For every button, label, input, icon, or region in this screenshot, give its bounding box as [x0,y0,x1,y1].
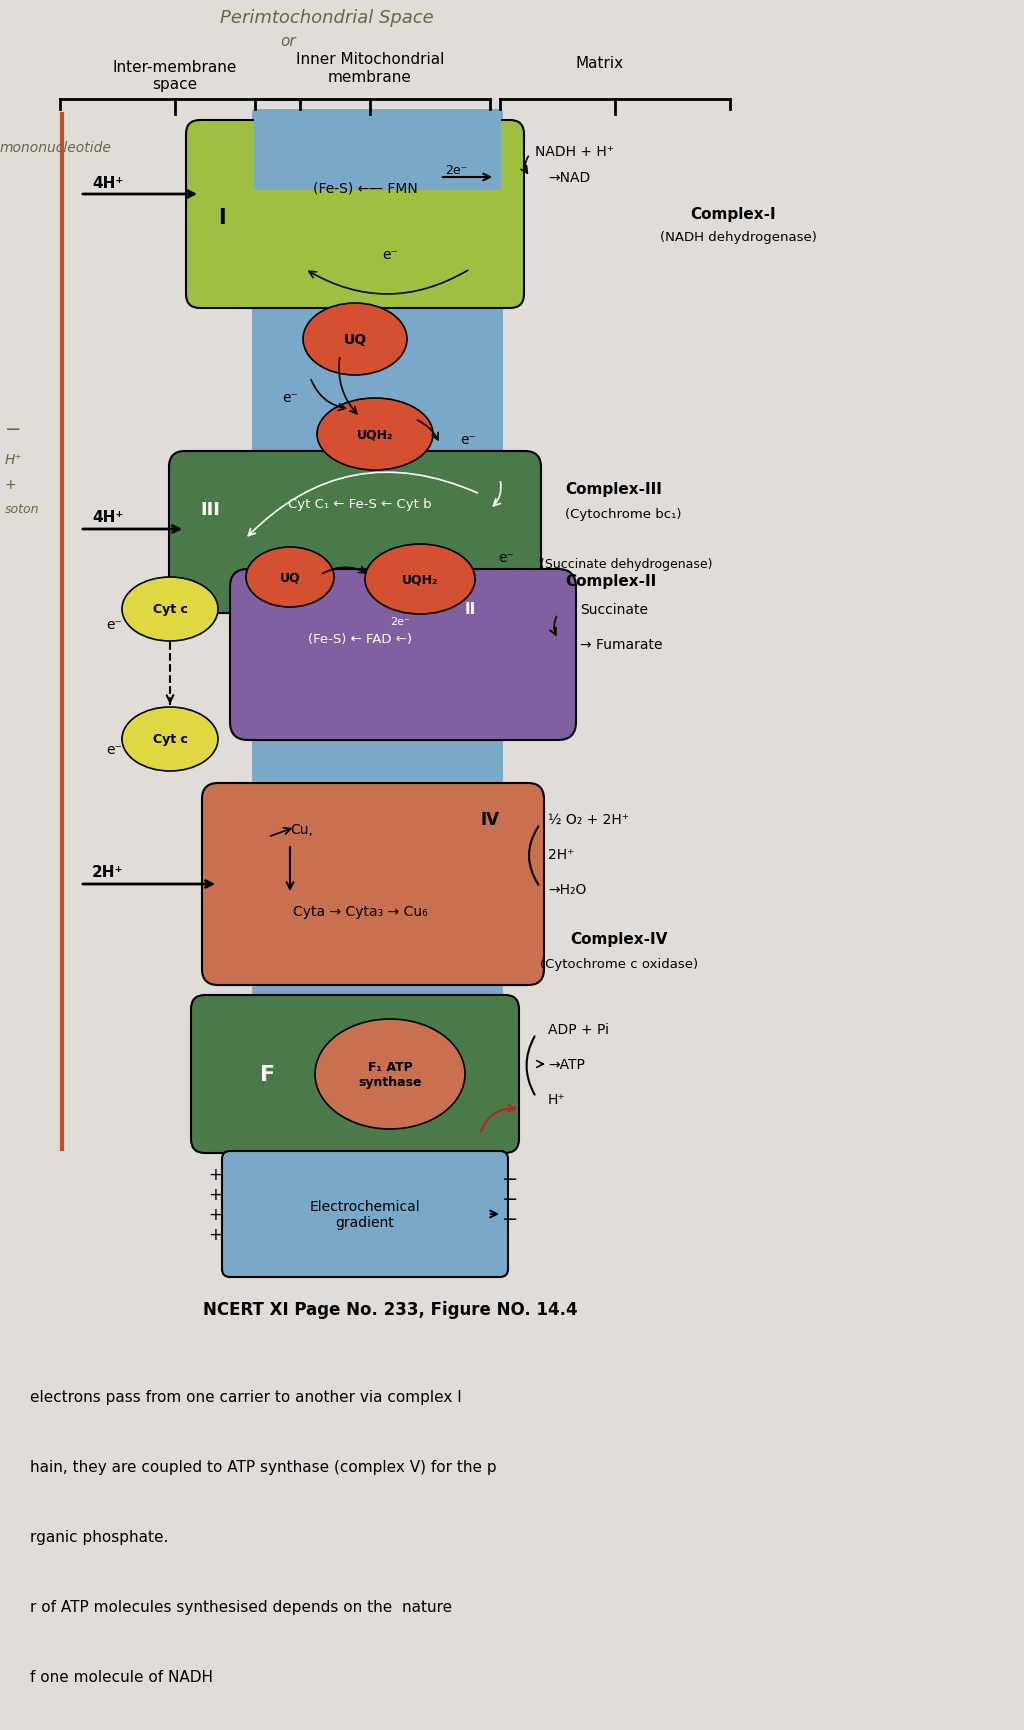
Text: →H₂O: →H₂O [548,882,587,896]
FancyBboxPatch shape [230,569,575,740]
Text: Cu,: Cu, [290,822,313,837]
Text: NCERT XI Page No. 233, Figure NO. 14.4: NCERT XI Page No. 233, Figure NO. 14.4 [203,1301,578,1318]
Text: Cyt c: Cyt c [153,604,187,616]
Ellipse shape [246,548,334,607]
Text: +: + [208,1225,222,1244]
Text: e⁻: e⁻ [106,618,122,631]
Text: UQ: UQ [343,332,367,346]
FancyBboxPatch shape [222,1152,508,1277]
Text: −: − [502,1190,518,1209]
Text: e⁻: e⁻ [382,247,398,261]
Text: (Cytochrome c oxidase): (Cytochrome c oxidase) [540,958,698,971]
Text: I: I [218,208,226,228]
Text: (Fe-S) ←— FMN: (Fe-S) ←— FMN [312,182,418,195]
Text: H⁺: H⁺ [5,453,23,467]
Text: 2H⁺: 2H⁺ [548,848,574,862]
Text: UQH₂: UQH₂ [356,429,393,441]
Text: ½ O₂ + 2H⁺: ½ O₂ + 2H⁺ [548,813,629,827]
FancyBboxPatch shape [191,995,519,1154]
Text: F₁ ATP
synthase: F₁ ATP synthase [358,1060,422,1088]
Text: +: + [208,1185,222,1204]
Text: rganic phosphate.: rganic phosphate. [30,1529,168,1545]
Ellipse shape [122,578,218,642]
Text: III: III [200,500,220,519]
Text: Electrochemical
gradient: Electrochemical gradient [309,1199,420,1230]
Text: (Fe-S) ← FAD ←): (Fe-S) ← FAD ←) [308,633,412,645]
Text: −: − [5,420,22,439]
Text: 4H⁺: 4H⁺ [92,510,123,526]
Text: Perimtochondrial Space: Perimtochondrial Space [220,9,434,28]
Text: F: F [260,1064,275,1085]
Text: Inner Mitochondrial: Inner Mitochondrial [296,52,444,67]
Text: space: space [153,78,198,92]
Ellipse shape [365,545,475,614]
Text: f one molecule of NADH: f one molecule of NADH [30,1669,213,1683]
Text: e⁻: e⁻ [106,742,122,756]
Text: hain, they are coupled to ATP synthase (complex V) for the p: hain, they are coupled to ATP synthase (… [30,1458,497,1474]
Text: electrons pass from one carrier to another via complex I: electrons pass from one carrier to anoth… [30,1389,462,1405]
Text: 2H⁺: 2H⁺ [92,865,124,881]
Text: +: + [208,1166,222,1183]
Text: 4H⁺: 4H⁺ [92,175,123,190]
FancyBboxPatch shape [254,111,501,190]
Text: 2e⁻: 2e⁻ [390,616,410,626]
Text: UQH₂: UQH₂ [401,573,438,586]
Text: Cyta → Cyta₃ → Cu₆: Cyta → Cyta₃ → Cu₆ [293,905,427,919]
Text: →NAD: →NAD [548,171,590,185]
FancyBboxPatch shape [202,784,544,986]
Text: H⁺: H⁺ [548,1092,565,1107]
Text: −: − [502,1169,518,1189]
Text: +: + [208,1206,222,1223]
Text: Inter-membrane: Inter-membrane [113,61,238,76]
Text: NADH + H⁺: NADH + H⁺ [535,145,614,159]
Text: Complex-IV: Complex-IV [570,932,668,946]
Text: soton: soton [5,503,40,516]
Text: e⁻: e⁻ [498,550,514,564]
Ellipse shape [122,708,218,772]
Text: ADP + Pi: ADP + Pi [548,1022,609,1036]
Text: Cyt C₁ ← Fe-S ← Cyt b: Cyt C₁ ← Fe-S ← Cyt b [288,498,432,510]
Text: →ATP: →ATP [548,1057,585,1071]
Text: Matrix: Matrix [575,57,624,71]
Text: mononucleotide: mononucleotide [0,140,112,156]
Text: e⁻: e⁻ [460,432,476,446]
Text: membrane: membrane [328,69,412,85]
Text: Cyt c: Cyt c [153,734,187,746]
Text: IV: IV [480,811,500,829]
Text: → Fumarate: → Fumarate [580,638,663,652]
Ellipse shape [315,1019,465,1130]
FancyBboxPatch shape [186,121,524,310]
Text: Succinate: Succinate [580,602,648,616]
Text: UQ: UQ [280,571,300,585]
Text: r of ATP molecules synthesised depends on the  nature: r of ATP molecules synthesised depends o… [30,1599,453,1614]
Text: (Succinate dehydrogenase): (Succinate dehydrogenase) [540,559,713,571]
Text: or: or [280,35,296,50]
Text: (NADH dehydrogenase): (NADH dehydrogenase) [660,232,817,244]
FancyBboxPatch shape [169,452,541,614]
Text: −: − [502,1209,518,1228]
Text: (Cytochrome bc₁): (Cytochrome bc₁) [565,509,682,521]
Text: II: II [464,602,475,618]
FancyBboxPatch shape [252,111,503,1202]
Text: Complex-II: Complex-II [565,574,656,590]
Ellipse shape [303,304,407,375]
Text: e⁻: e⁻ [282,391,298,405]
Text: Complex-I: Complex-I [690,208,775,223]
Text: Complex-III: Complex-III [565,483,662,497]
Text: 2e⁻: 2e⁻ [445,163,467,176]
Ellipse shape [317,400,433,471]
Text: +: + [5,477,16,491]
